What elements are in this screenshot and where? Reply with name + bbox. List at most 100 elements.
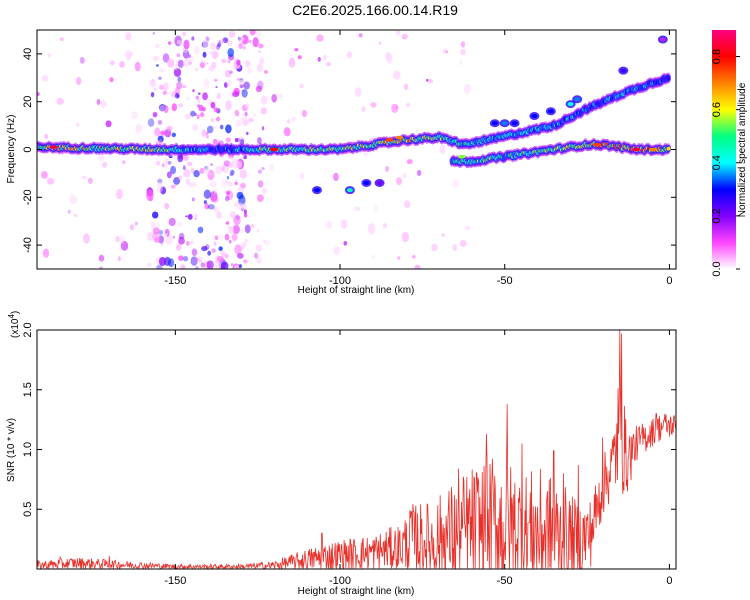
spectrogram-noise-dot	[218, 233, 223, 240]
spectrogram-noise-dot	[182, 165, 186, 171]
spectrogram-noise-dot	[115, 236, 120, 243]
spectrogram-noise-dot	[153, 55, 160, 62]
spectrogram-noise-dot	[261, 167, 265, 170]
spectrogram-noise-dot	[244, 120, 250, 125]
spectrogram-noise-dot	[195, 95, 199, 100]
spectrogram-noise-dot	[162, 90, 168, 96]
spectrogram-noise-dot	[256, 229, 260, 233]
spectrogram-noise-dot	[201, 245, 208, 252]
spectrogram-noise-dot	[385, 165, 390, 172]
spectrogram-noise-dot	[183, 169, 191, 178]
spectrogram-noise-dot	[459, 60, 463, 66]
spectrogram-noise-dot	[176, 81, 183, 90]
spectrogram-noise-dot	[158, 76, 162, 80]
spectrogram-noise-dot	[212, 138, 218, 145]
spectrogram-noise-layer	[37, 30, 471, 269]
spectrogram-noise-dot	[170, 165, 177, 175]
spectrogram-noise-dot	[148, 196, 153, 202]
spectrogram-noise-dot	[185, 215, 188, 218]
spectrogram-noise-dot	[460, 48, 466, 56]
spectrogram-noise-dot	[152, 111, 158, 118]
spectrogram-noise-dot	[44, 133, 48, 140]
colorbar-label: Normalized spectral amplitude	[737, 82, 748, 217]
spectrogram-x-tick-label: -50	[497, 275, 513, 287]
spectrogram-noise-dot	[245, 59, 251, 68]
spectrogram-noise-dot	[204, 166, 211, 174]
spectrogram-noise-dot	[225, 190, 231, 195]
spectrogram-noise-dot	[258, 50, 261, 53]
spectrogram-noise-dot	[425, 78, 429, 82]
spectrogram-noise-dot	[150, 221, 156, 229]
spectrogram-noise-dot	[230, 169, 235, 176]
spectrogram-hotspot	[457, 154, 466, 159]
spectrogram-noise-dot	[209, 181, 217, 188]
spectrogram-noise-dot	[243, 259, 248, 264]
spectrogram-noise-dot	[156, 222, 161, 229]
spectrogram-noise-dot	[69, 195, 78, 205]
spectrogram-noise-dot	[199, 60, 206, 69]
spectrogram-hotspot	[49, 145, 58, 149]
spectrogram-noise-dot	[253, 252, 259, 259]
spectrogram-noise-dot	[248, 117, 254, 123]
spectrogram-noise-dot	[229, 70, 233, 74]
spectrogram-noise-dot	[244, 213, 248, 218]
spectrogram-noise-dot	[213, 107, 219, 113]
spectrogram-noise-dot	[207, 250, 211, 256]
spectrogram-noise-dot	[170, 184, 176, 189]
spectrogram-noise-dot	[247, 39, 252, 44]
spectrogram-noise-dot	[100, 100, 107, 108]
spectrogram-noise-dot	[241, 242, 247, 248]
spectrogram-noise-dot	[227, 60, 231, 64]
spectrogram-noise-dot	[161, 163, 165, 167]
snr-y-axis-label: SNR (10 * v/v)	[6, 418, 17, 482]
spectrogram-noise-dot	[283, 127, 291, 137]
spectrogram-noise-dot	[252, 113, 257, 118]
spectrogram-noise-dot	[220, 250, 226, 258]
spectrogram-hotspot	[648, 147, 657, 152]
spectrogram-noise-dot	[173, 67, 182, 77]
spectrogram-noise-dot	[370, 102, 377, 108]
spectrogram-noise-dot	[46, 177, 55, 185]
spectrogram-noise-dot	[147, 262, 152, 267]
spectrogram-noise-dot	[401, 231, 410, 243]
spectrogram-noise-dot	[179, 263, 185, 269]
spectrogram-noise-dot	[182, 31, 187, 37]
spectrogram-noise-dot	[202, 92, 208, 101]
spectrogram-noise-dot	[222, 37, 229, 44]
spectrogram-signal-layer	[37, 35, 672, 195]
spectrogram-noise-dot	[121, 160, 126, 165]
spectrogram-noise-dot	[441, 233, 445, 237]
colorbar-tick-label: 0.8	[711, 49, 723, 64]
spectrogram-noise-dot	[395, 177, 403, 186]
spectrogram-noise-dot	[159, 105, 166, 113]
spectrogram-noise-dot	[135, 123, 142, 135]
spectrogram-noise-dot	[160, 186, 167, 195]
spectrogram-noise-dot	[233, 214, 241, 226]
spectrogram-noise-dot	[41, 170, 48, 179]
spectrogram-noise-dot	[213, 241, 217, 246]
spectrogram-noise-dot	[166, 171, 172, 179]
spectrogram-noise-dot	[269, 164, 274, 171]
spectrogram-noise-dot	[237, 245, 244, 252]
spectrogram-noise-dot	[172, 235, 176, 239]
spectrogram-noise-dot	[412, 254, 416, 259]
spectrogram-noise-dot	[161, 69, 165, 73]
spectrogram-noise-dot	[186, 161, 193, 167]
spectrogram-noise-dot	[300, 172, 305, 180]
spectrogram-noise-dot	[156, 182, 163, 193]
snr-multiplier-base: (x10	[10, 318, 21, 338]
spectrogram-panel: -150 -100 -50 0 -40 -20 0 20 40 Height of strai…	[6, 29, 677, 296]
spectrogram-noise-dot	[225, 137, 231, 143]
spectrogram-noise-dot	[154, 127, 161, 137]
spectrogram-noise-dot	[206, 260, 214, 269]
spectrogram-noise-dot	[115, 188, 123, 200]
spectrogram-noise-dot	[244, 238, 248, 243]
spectrogram-noise-dot	[200, 62, 205, 69]
spectrogram-noise-dot	[99, 266, 103, 269]
spectrogram-noise-dot	[47, 52, 51, 58]
spectrogram-noise-dot	[206, 125, 214, 134]
spectrogram-noise-dot	[188, 181, 196, 188]
spectrogram-noise-dot	[232, 91, 240, 98]
spectrogram-feature	[376, 180, 383, 185]
spectrogram-noise-dot	[155, 64, 159, 67]
